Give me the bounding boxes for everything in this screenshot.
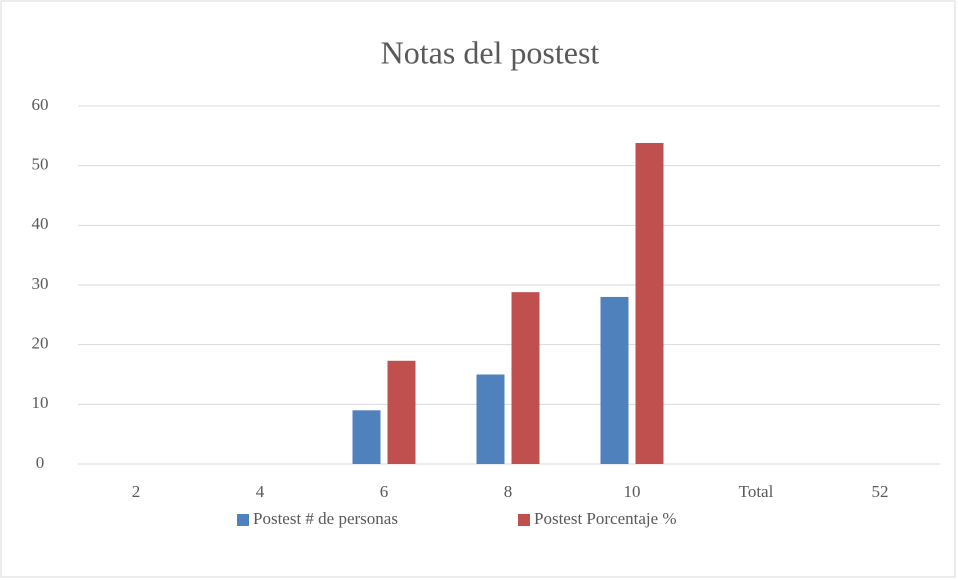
bar — [352, 410, 381, 464]
y-tick-label: 60 — [32, 95, 49, 114]
x-tick-label: 4 — [256, 482, 265, 501]
legend-swatch — [518, 514, 530, 526]
y-tick-label: 0 — [36, 453, 45, 472]
x-tick-label: 2 — [132, 482, 141, 501]
bar — [387, 360, 416, 464]
x-tick-label: 8 — [504, 482, 513, 501]
legend-label: Postest Porcentaje % — [534, 509, 677, 528]
legend-swatch — [237, 514, 249, 526]
chart-title: Notas del postest — [381, 34, 600, 70]
bar — [511, 292, 540, 464]
y-tick-label: 30 — [32, 274, 49, 293]
y-tick-label: 50 — [32, 155, 49, 174]
x-tick-label: Total — [739, 482, 774, 501]
bar — [476, 374, 505, 464]
y-tick-label: 20 — [32, 334, 49, 353]
y-tick-label: 10 — [32, 393, 49, 412]
legend-label: Postest # de personas — [253, 509, 398, 528]
x-tick-label: 6 — [380, 482, 389, 501]
x-tick-label: 10 — [624, 482, 641, 501]
bar — [600, 296, 629, 464]
x-tick-label: 52 — [872, 482, 889, 501]
bar — [635, 142, 664, 464]
y-tick-label: 40 — [32, 214, 49, 233]
